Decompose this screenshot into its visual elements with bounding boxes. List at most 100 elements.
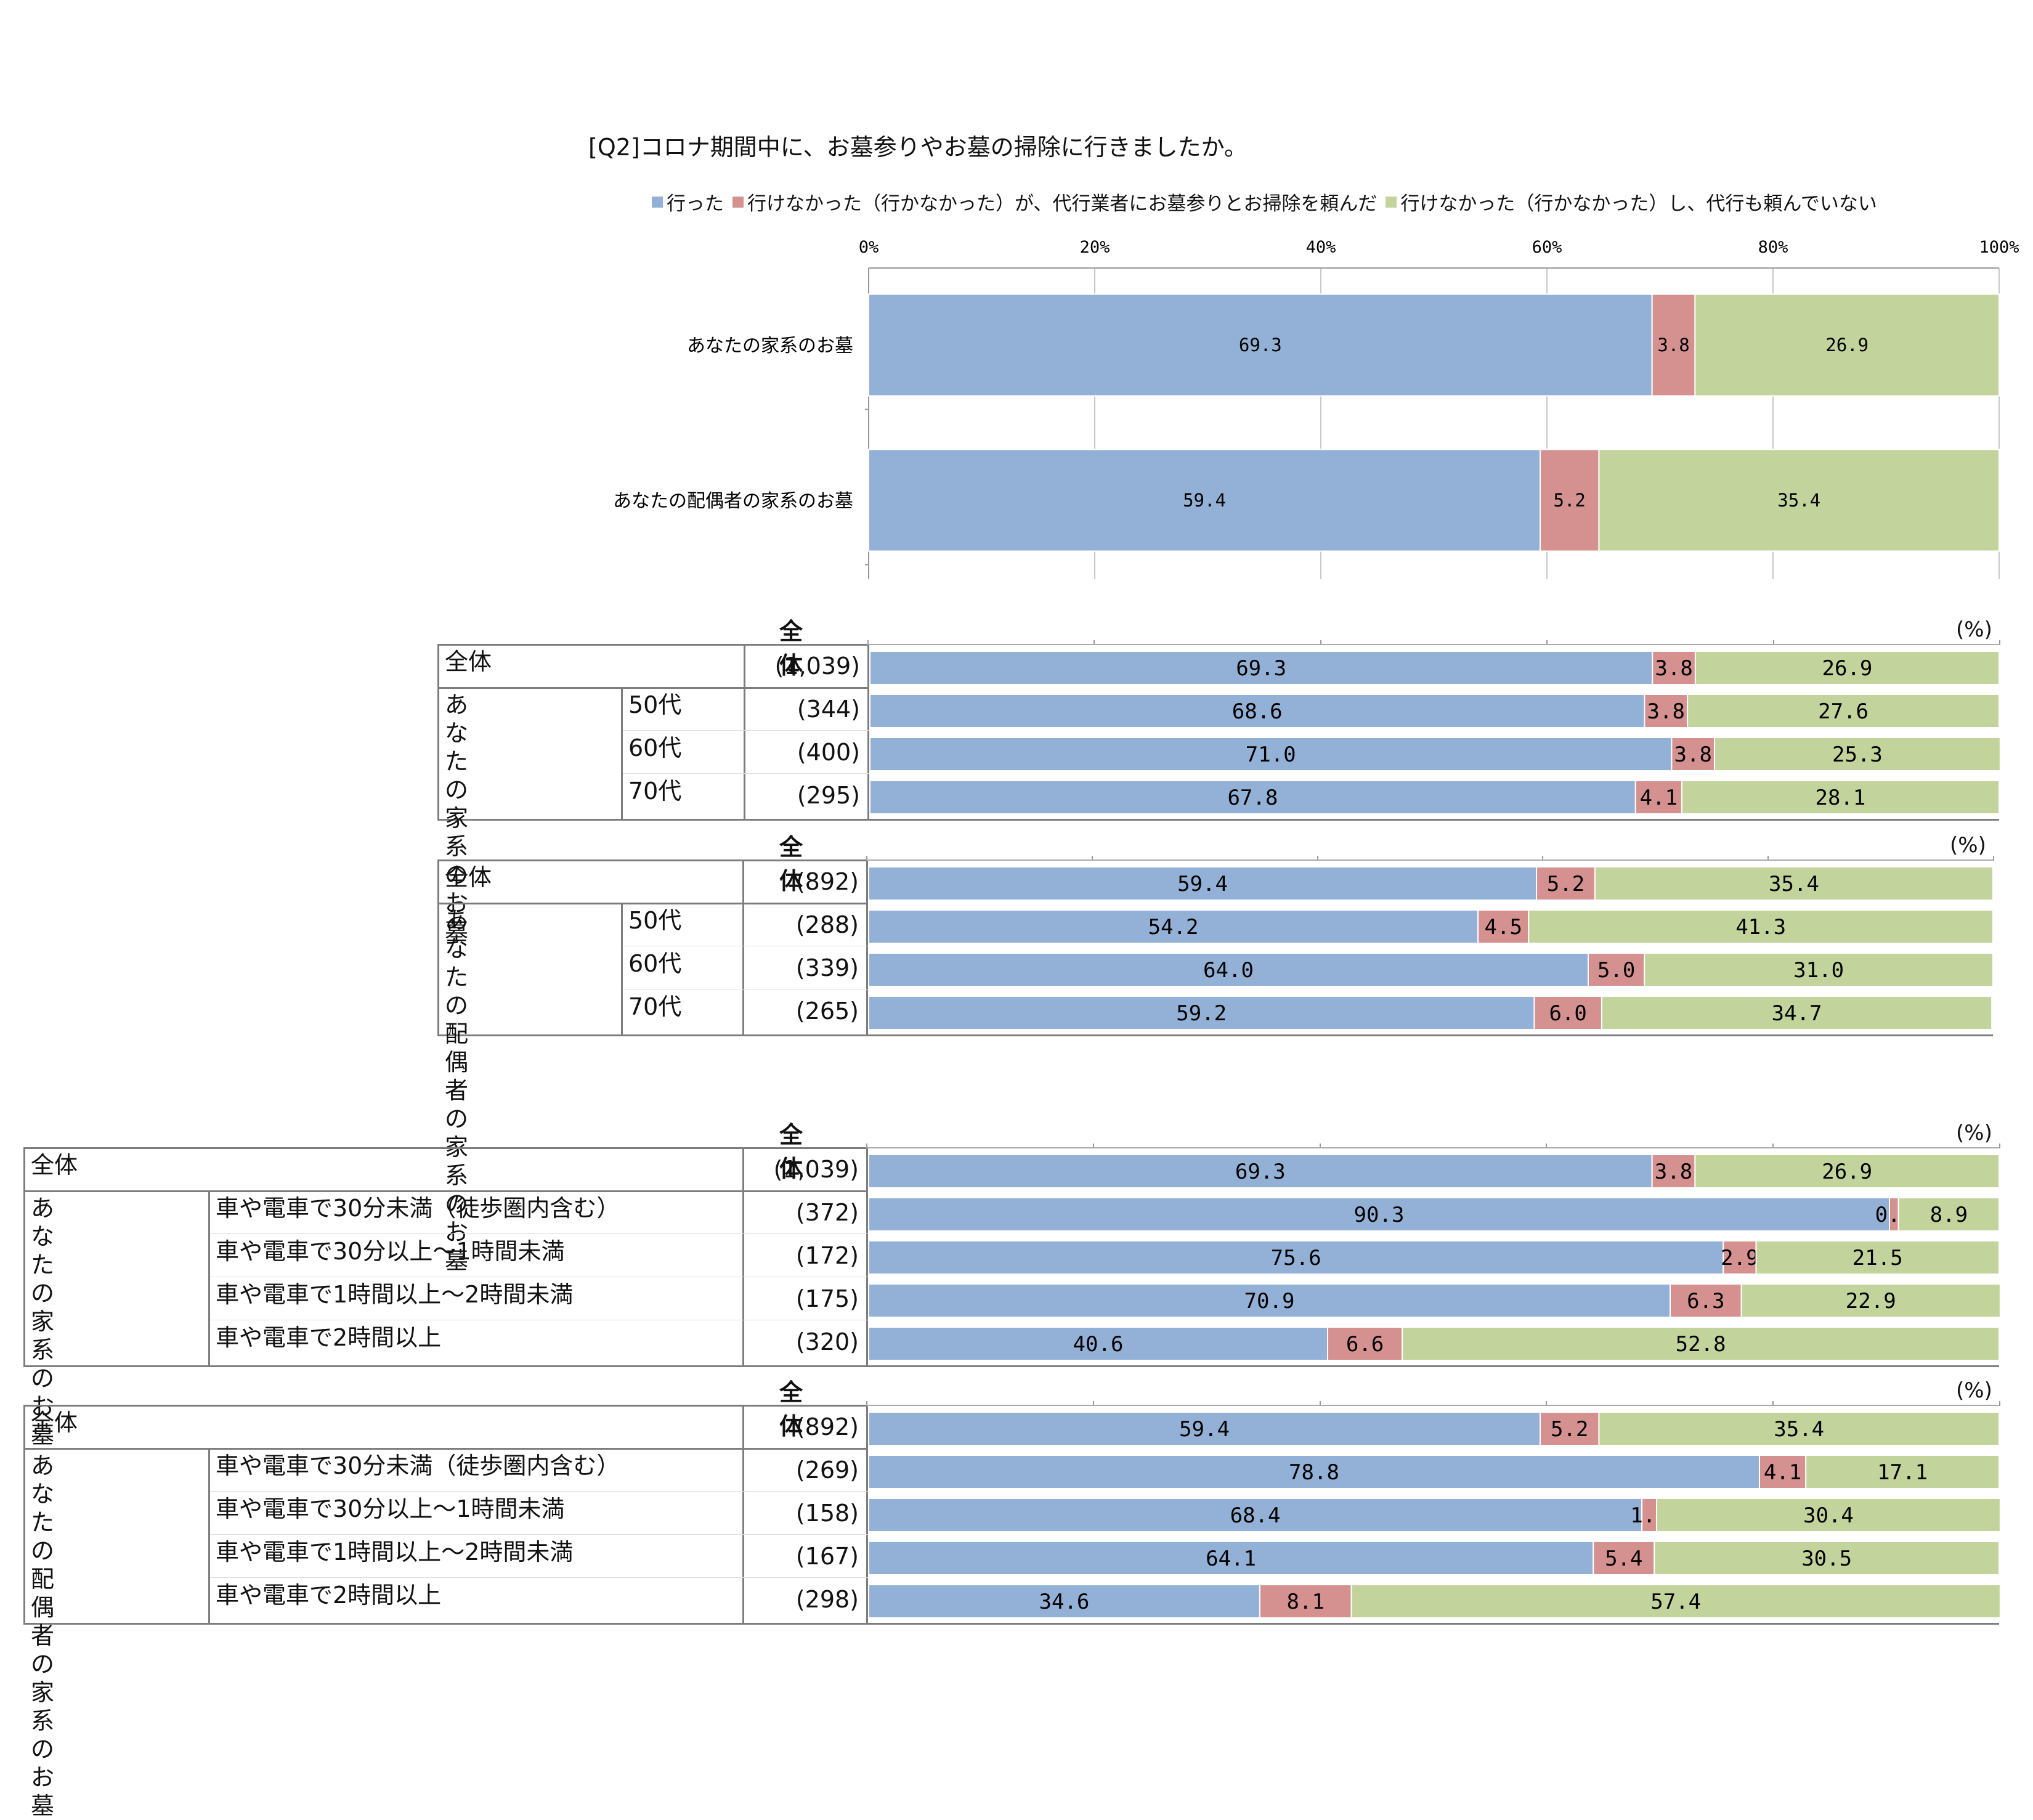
data-label: 71.0 bbox=[1246, 742, 1296, 767]
axis-tick bbox=[1091, 856, 1093, 861]
bar-segment bbox=[1594, 866, 1994, 901]
data-label: 4.5 bbox=[1485, 915, 1522, 940]
data-label: 64.0 bbox=[1203, 958, 1254, 983]
data-label: 35.4 bbox=[1777, 490, 1820, 511]
bar-segment bbox=[1694, 651, 2000, 685]
data-label: 3.8 bbox=[1674, 742, 1712, 767]
axis-tick bbox=[1317, 856, 1318, 861]
row-label: 70代 bbox=[628, 778, 682, 805]
axis-tick bbox=[1999, 640, 2000, 645]
legend-swatch bbox=[1386, 196, 1397, 208]
data-label: 3.8 bbox=[1647, 699, 1685, 724]
data-label: 5.2 bbox=[1547, 872, 1585, 896]
data-label: 26.9 bbox=[1822, 656, 1873, 681]
row-divider bbox=[210, 1233, 868, 1234]
row-label: 車や電車で2時間以上 bbox=[216, 1582, 442, 1609]
table-border bbox=[866, 1147, 868, 1365]
row-label: 車や電車で30分以上～1時間未満 bbox=[216, 1495, 565, 1522]
legend-label: 行った bbox=[667, 193, 724, 215]
data-label: 68.6 bbox=[1232, 699, 1283, 724]
data-label: 3.8 bbox=[1655, 1160, 1692, 1184]
bar-segment bbox=[1671, 737, 1716, 771]
data-label: 5.2 bbox=[1551, 1417, 1588, 1442]
data-label: 30.4 bbox=[1803, 1503, 1854, 1528]
group-label: あなたの配偶 者の家系のお 墓 bbox=[445, 907, 469, 1274]
bar-segment bbox=[868, 1283, 1671, 1318]
bar-segment bbox=[1539, 449, 1600, 552]
row-label: 70代 bbox=[628, 993, 682, 1020]
bar-segment bbox=[869, 737, 1673, 771]
row-label: 車や電車で1時間以上～2時間未満 bbox=[216, 1538, 574, 1566]
table-border bbox=[744, 644, 745, 819]
data-label: 3.8 bbox=[1657, 335, 1689, 355]
data-label: 31.0 bbox=[1793, 958, 1844, 983]
data-label: 90.3 bbox=[1354, 1203, 1405, 1227]
sample-size: (288) bbox=[795, 911, 859, 938]
bar-segment bbox=[1740, 1283, 2001, 1318]
data-label: 4.1 bbox=[1640, 786, 1678, 810]
data-label: 5.0 bbox=[1597, 958, 1635, 983]
axis-tick bbox=[1546, 640, 1548, 645]
row-divider bbox=[210, 1491, 868, 1492]
bar-segment bbox=[1805, 1455, 2000, 1489]
bar-segment bbox=[1694, 293, 2000, 397]
axis-tick bbox=[866, 856, 867, 861]
section-header: 全体 bbox=[779, 1121, 803, 1182]
legend-item: 行った bbox=[652, 188, 724, 216]
table-border bbox=[742, 1405, 744, 1623]
axis-tick bbox=[1999, 1401, 2000, 1406]
axis-tick bbox=[1772, 1401, 1774, 1406]
table-border bbox=[23, 1147, 866, 1149]
stacked-bars: 69.3 3.8 26.990.3 0.8 8.975.6 2.9 21.570.9 6.3 2… bbox=[868, 1154, 2001, 1361]
bar-segment bbox=[1670, 1283, 1742, 1318]
data-label: 68.4 bbox=[1230, 1503, 1281, 1528]
axis-tick bbox=[1092, 1401, 1094, 1406]
data-label: 59.2 bbox=[1176, 1001, 1227, 1026]
row-divider bbox=[210, 1534, 868, 1535]
data-label: 2.9 bbox=[1721, 1246, 1758, 1270]
bar-segment bbox=[1655, 1498, 2001, 1532]
table-border bbox=[621, 687, 623, 819]
bar-segment bbox=[1714, 737, 2001, 771]
x-tick-label: 40% bbox=[1306, 238, 1336, 257]
data-label: 3.8 bbox=[1655, 656, 1692, 681]
x-axis bbox=[867, 644, 1999, 645]
bar-segment bbox=[868, 1455, 1760, 1489]
stacked-bars: 59.4 5.2 35.478.8 4.1 17.168.4 1.3 30.464.1 5.4… bbox=[868, 1412, 2001, 1619]
data-label: 30.5 bbox=[1801, 1546, 1852, 1571]
table-border bbox=[742, 1147, 744, 1365]
table-border bbox=[437, 644, 867, 646]
bar-segment bbox=[1601, 996, 1993, 1030]
axis-tick bbox=[1546, 1144, 1548, 1148]
bar-segment bbox=[869, 780, 1636, 815]
bar-segment bbox=[1477, 909, 1530, 944]
stacked-bars: 59.4 5.2 35.4 54.2 4.5 41.3 64.0 5.0 31.0 59.2 6.0… bbox=[868, 866, 1994, 1030]
group-label: あなたの家系 のお墓 bbox=[31, 1195, 55, 1448]
data-label: 5.4 bbox=[1605, 1546, 1642, 1571]
bar-segment bbox=[868, 293, 1653, 397]
axis-tick bbox=[1767, 856, 1769, 861]
data-label: 26.9 bbox=[1822, 1160, 1872, 1184]
axis-tick bbox=[1094, 640, 1095, 645]
bar-segment bbox=[1755, 1240, 2000, 1275]
data-label: 22.9 bbox=[1846, 1289, 1896, 1314]
stacked-bars: 69.3 3.8 26.9 68.6 3.8 27.6 71.0 3.8 25.3 67.8 4.1… bbox=[869, 651, 2001, 815]
sample-size: (175) bbox=[795, 1285, 859, 1312]
axis-tick bbox=[866, 1401, 867, 1406]
bar-segment bbox=[1536, 866, 1596, 901]
bar-segment bbox=[868, 953, 1589, 987]
data-label: 35.4 bbox=[1774, 1417, 1824, 1442]
unit-label: (%) bbox=[1950, 833, 1986, 858]
bar-segment bbox=[1598, 1412, 2000, 1446]
row-divider bbox=[623, 773, 869, 774]
row-label: 60代 bbox=[628, 734, 682, 762]
data-label: 6.6 bbox=[1346, 1332, 1384, 1357]
bar-segment bbox=[868, 1498, 1643, 1532]
section-header: 全体 bbox=[779, 618, 803, 679]
row-label: 60代 bbox=[628, 950, 682, 977]
axis-tick bbox=[1772, 640, 1774, 645]
bar-segment bbox=[868, 1412, 1541, 1446]
data-label: 17.1 bbox=[1877, 1460, 1928, 1485]
row-divider bbox=[210, 1577, 868, 1578]
table-border bbox=[437, 644, 439, 819]
